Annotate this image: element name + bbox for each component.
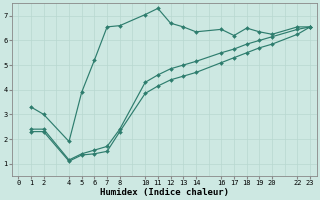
X-axis label: Humidex (Indice chaleur): Humidex (Indice chaleur) [100, 188, 229, 197]
